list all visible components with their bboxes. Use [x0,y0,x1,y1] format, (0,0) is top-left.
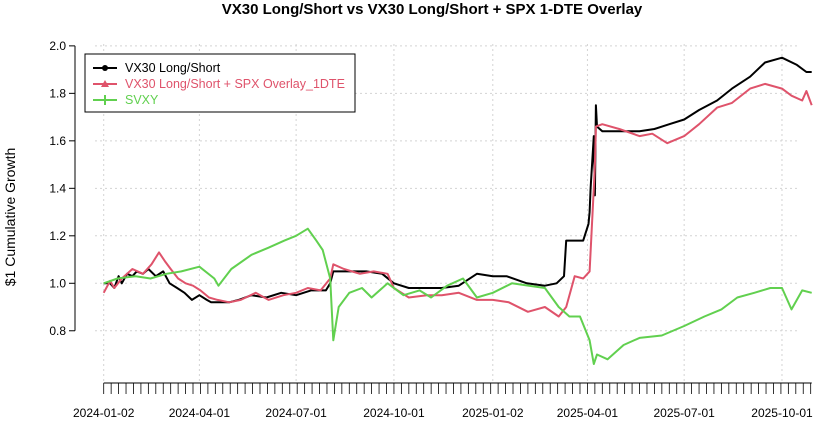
legend-box [84,53,356,113]
y-tick-label: 1.0 [49,276,66,290]
legend-entry: VX30 Long/Short + SPX Overlay_1DTE [125,77,345,91]
legend: VX30 Long/Short VX30 Long/Short + SPX Ove… [84,53,356,113]
y-tick-label: 1.2 [49,229,66,243]
x-tick-label: 2024-01-02 [73,406,135,420]
chart-title: VX30 Long/Short vs VX30 Long/Short + SPX… [222,1,643,18]
series-line-1 [103,56,812,304]
x-tick-label: 2025-10-01 [751,406,813,420]
y-tick-label: 0.8 [49,324,66,338]
y-tick-label: 2.0 [49,39,66,53]
x-tick-label: 2024-04-01 [169,406,231,420]
series-layer [102,56,813,365]
x-tick-label: 2025-07-01 [653,406,715,420]
x-tick-label: 2024-10-01 [363,406,425,420]
legend-marker-triangle [101,80,109,87]
axis-layer: 0.8 1.0 1.2 1.4 1.6 1.8 2.0 2024-01-02 2024-04-0… [49,39,813,420]
x-tick-label: 2025-01-02 [462,406,524,420]
y-tick-label: 1.6 [49,134,66,148]
legend-marker-circle [102,65,108,71]
legend-entry: SVXY [125,93,159,107]
y-axis-label: $1 Cumulative Growth [2,148,18,287]
y-tick-label: 1.4 [49,181,66,195]
x-tick-label: 2024-07-01 [265,406,327,420]
series-line-2 [102,82,813,318]
legend-entry: VX30 Long/Short [125,61,221,75]
y-tick-label: 1.8 [49,86,66,100]
series-line-3 [103,227,812,365]
x-tick-label: 2025-04-01 [557,406,619,420]
